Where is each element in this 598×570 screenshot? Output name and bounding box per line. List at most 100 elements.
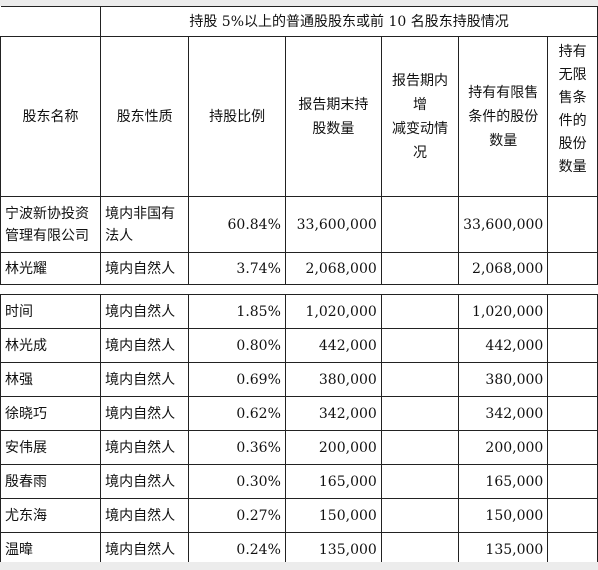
- table-row: 林光成 境内自然人 0.80% 442,000 442,000: [0, 328, 598, 363]
- cell-ratio: 0.27%: [188, 498, 286, 533]
- cell-unrestricted: [547, 464, 598, 499]
- header-unrestricted-line: 持有: [558, 44, 587, 60]
- cell-name: 林光耀: [0, 252, 102, 285]
- table-header-row: 股东名称 股东性质 持股比例 报告期末持 股数量 报告期内增 减变动情况 持有有…: [0, 36, 598, 197]
- cell-nature: 境内自然人: [100, 328, 190, 363]
- cell-shares: 380,000: [284, 362, 382, 397]
- page-top-margin: [0, 0, 598, 6]
- cell-name: 温暐: [0, 532, 102, 567]
- table-row: 徐晓巧 境内自然人 0.62% 342,000 342,000: [0, 396, 598, 431]
- page-bottom-margin: [0, 562, 598, 570]
- header-name: 股东名称: [0, 36, 102, 197]
- cell-change: [380, 532, 460, 567]
- header-restricted-line: 数量: [489, 132, 518, 149]
- cell-name-line: 管理有限公司: [5, 227, 89, 244]
- table-banner-title: 持股 5%以上的普通股股东或前 10 名股东持股情况: [100, 6, 598, 37]
- cell-ratio: 0.62%: [188, 396, 286, 431]
- cell-shares: 342,000: [284, 396, 382, 431]
- cell-restricted: 1,020,000: [458, 294, 549, 329]
- header-unrestricted-line: 售条: [558, 90, 587, 106]
- cell-shares: 2,068,000: [284, 252, 382, 285]
- cell-shares: 150,000: [284, 498, 382, 533]
- cell-change: [380, 396, 460, 431]
- cell-unrestricted: [547, 328, 598, 363]
- cell-nature: 境内非国有 法人: [100, 196, 190, 253]
- cell-ratio: 0.30%: [188, 464, 286, 499]
- cell-name: 时间: [0, 294, 102, 329]
- cell-nature: 境内自然人: [100, 362, 190, 397]
- header-change-line: 报告期内增: [391, 72, 448, 113]
- cell-nature: 境内自然人: [100, 532, 190, 567]
- cell-name: 宁波新协投资 管理有限公司: [0, 196, 102, 253]
- cell-shares: 33,600,000: [284, 196, 382, 253]
- cell-name: 林光成: [0, 328, 102, 363]
- header-change-line: 减变动情况: [391, 120, 448, 161]
- cell-nature-line: 境内非国有: [105, 205, 176, 222]
- table-row: 温暐 境内自然人 0.24% 135,000 135,000: [0, 532, 598, 567]
- cell-restricted: 200,000: [458, 430, 549, 465]
- shareholder-table: 持股 5%以上的普通股股东或前 10 名股东持股情况 股东名称 股东性质 持股比…: [0, 6, 598, 567]
- cell-unrestricted: [547, 498, 598, 533]
- table-row: 宁波新协投资 管理有限公司 境内非国有 法人 60.84% 33,600,000…: [0, 196, 598, 253]
- header-change: 报告期内增 减变动情况: [380, 36, 460, 197]
- cell-unrestricted: [547, 294, 598, 329]
- cell-shares: 200,000: [284, 430, 382, 465]
- header-shares-line: 报告期末持: [298, 96, 369, 113]
- table-row: 尤东海 境内自然人 0.27% 150,000 150,000: [0, 498, 598, 533]
- cell-ratio: 0.36%: [188, 430, 286, 465]
- table-banner-row: 持股 5%以上的普通股股东或前 10 名股东持股情况: [0, 6, 598, 37]
- cell-unrestricted: [547, 196, 598, 253]
- cell-restricted: 33,600,000: [458, 196, 549, 253]
- cell-change: [380, 498, 460, 533]
- cell-change: [380, 464, 460, 499]
- header-unrestricted-line: 股份: [558, 136, 587, 152]
- cell-restricted: 442,000: [458, 328, 549, 363]
- cell-name: 林强: [0, 362, 102, 397]
- header-nature: 股东性质: [100, 36, 190, 197]
- header-unrestricted-line: 无限: [558, 67, 587, 83]
- cell-ratio: 0.69%: [188, 362, 286, 397]
- cell-nature-line: 法人: [105, 227, 134, 244]
- header-shares: 报告期末持 股数量: [284, 36, 382, 197]
- cell-nature: 境内自然人: [100, 396, 190, 431]
- cell-unrestricted: [547, 362, 598, 397]
- cell-name-line: 宁波新协投资: [5, 205, 89, 222]
- cell-change: [380, 196, 460, 253]
- cell-ratio: 3.74%: [188, 252, 286, 285]
- cell-name: 徐晓巧: [0, 396, 102, 431]
- cell-shares: 1,020,000: [284, 294, 382, 329]
- cell-name: 尤东海: [0, 498, 102, 533]
- header-restricted-line: 持有有限售: [468, 84, 539, 101]
- cell-change: [380, 294, 460, 329]
- table-row: 林光耀 境内自然人 3.74% 2,068,000 2,068,000: [0, 252, 598, 285]
- cell-ratio: 60.84%: [188, 196, 286, 253]
- table-row: 林强 境内自然人 0.69% 380,000 380,000: [0, 362, 598, 397]
- cell-unrestricted: [547, 252, 598, 285]
- header-shares-line: 股数量: [312, 120, 355, 137]
- cell-shares: 165,000: [284, 464, 382, 499]
- cell-nature: 境内自然人: [100, 464, 190, 499]
- table-row: 时间 境内自然人 1.85% 1,020,000 1,020,000: [0, 294, 598, 329]
- cell-nature: 境内自然人: [100, 294, 190, 329]
- cell-restricted: 165,000: [458, 464, 549, 499]
- header-unrestricted-line: 数量: [558, 159, 587, 175]
- header-unrestricted-line: 件的: [558, 113, 587, 129]
- header-ratio: 持股比例: [188, 36, 286, 197]
- cell-name: 安伟展: [0, 430, 102, 465]
- cell-shares: 442,000: [284, 328, 382, 363]
- header-restricted: 持有有限售 条件的股份 数量: [458, 36, 549, 197]
- page-break-gap: [0, 284, 598, 295]
- cell-restricted: 380,000: [458, 362, 549, 397]
- table-row: 安伟展 境内自然人 0.36% 200,000 200,000: [0, 430, 598, 465]
- header-unrestricted: 持有 无限 售条 件的 股份 数量: [547, 36, 598, 197]
- cell-shares: 135,000: [284, 532, 382, 567]
- cell-restricted: 342,000: [458, 396, 549, 431]
- cell-change: [380, 362, 460, 397]
- cell-nature: 境内自然人: [100, 498, 190, 533]
- cell-unrestricted: [547, 430, 598, 465]
- cell-change: [380, 430, 460, 465]
- cell-nature: 境内自然人: [100, 430, 190, 465]
- cell-name: 殷春雨: [0, 464, 102, 499]
- cell-restricted: 2,068,000: [458, 252, 549, 285]
